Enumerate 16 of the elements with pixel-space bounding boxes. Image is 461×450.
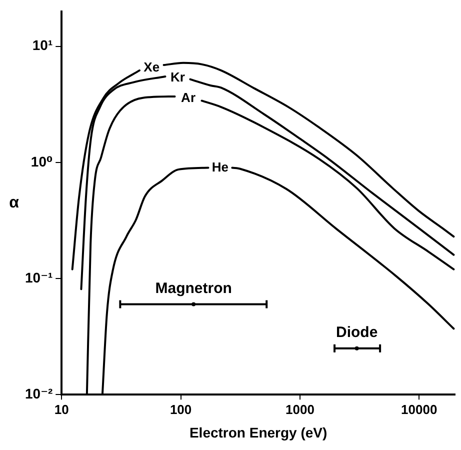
x-tick-label: 10000 (401, 402, 438, 417)
series-label: Diode (336, 324, 378, 342)
y-tick-label: 10⁻¹ (25, 269, 53, 286)
series-label: He (212, 159, 229, 174)
x-tick-label: 1000 (286, 402, 314, 417)
series-label: Ar (181, 90, 196, 106)
series-label: Xe (144, 59, 160, 74)
y-tick-label: 10⁻² (25, 385, 53, 402)
x-tick-label: 100 (170, 402, 192, 417)
x-tick-label: 10 (54, 402, 69, 417)
y-tick-label: 10¹ (32, 37, 53, 54)
series-label: Magnetron (155, 280, 232, 297)
y-tick-label: 10⁰ (30, 153, 53, 170)
series-label: Kr (170, 69, 185, 84)
y-axis-title: α (9, 194, 20, 212)
x-axis-title: Electron Energy (eV) (189, 424, 328, 440)
